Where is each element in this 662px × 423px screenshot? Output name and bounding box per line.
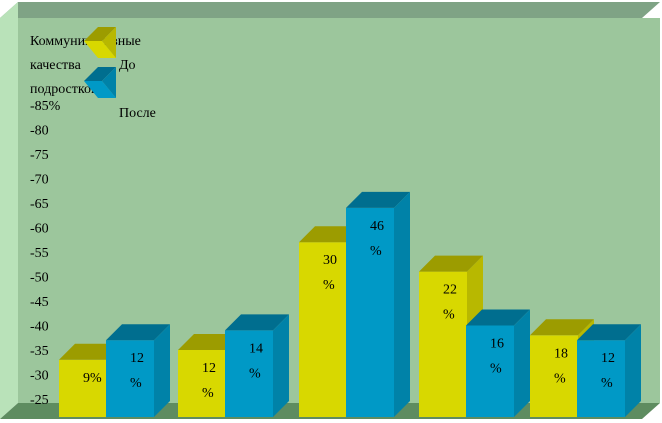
y-tick-label: -70 (30, 173, 49, 188)
bar-do-top (530, 319, 594, 336)
legend: КоммуникативныекачестваподростковДоПосле (30, 27, 156, 121)
bar-posle-top (466, 309, 530, 326)
bar-posle: 46% (346, 191, 410, 417)
bar-do-front (299, 242, 347, 417)
data-label: 9% (83, 371, 102, 386)
legend-label-posle: После (119, 106, 156, 121)
data-label: 16% (490, 337, 504, 377)
y-tick-label: -35 (30, 344, 49, 359)
bar-posle-side (273, 314, 289, 417)
bar-do-front (178, 350, 226, 417)
bar-posle-top (225, 314, 289, 331)
legend-title-line: качества (30, 58, 82, 73)
data-label: 12% (202, 361, 216, 401)
bar-posle-side (394, 191, 410, 417)
legend-label-do: До (119, 58, 136, 73)
data-label: 22% (443, 283, 457, 323)
bar-posle-front (577, 340, 625, 417)
legend-swatch-posle (84, 67, 116, 98)
bar-posle-top (346, 191, 410, 208)
y-tick-label: -30 (30, 369, 49, 384)
bar-posle-side (625, 324, 641, 417)
y-tick-label: -40 (30, 320, 49, 335)
y-tick-label: -55 (30, 246, 49, 261)
y-tick-label: -25 (30, 393, 49, 408)
data-label: 14% (249, 341, 263, 381)
bar-posle-front (346, 207, 394, 417)
legend-title-line: подростков (30, 82, 98, 97)
bar-do-top (419, 255, 483, 272)
bar-posle-front (466, 325, 514, 417)
y-tick-label: -80 (30, 124, 49, 139)
data-label: 18% (554, 346, 568, 386)
bar-posle: 12% (577, 324, 641, 417)
y-tick-label: -45 (30, 295, 49, 310)
bar-posle-side (514, 309, 530, 417)
bar-posle: 16% (466, 309, 530, 417)
bars: 9% 12 % 12 % 14 % 30 % 46 % 22 % 16 % 18 % 12% (59, 191, 641, 417)
data-label: 46% (370, 219, 384, 259)
bar-posle-top (106, 324, 170, 341)
y-tick-label: -50 (30, 271, 49, 286)
bar-do-front (530, 335, 578, 417)
bar-posle-top (577, 324, 641, 341)
bar-posle-front (106, 340, 154, 417)
bar-posle-front (225, 330, 273, 417)
bar-posle-side (154, 324, 170, 417)
bar-do-front (419, 271, 467, 417)
y-axis-ticks: -85% -80 -75 -70 -65 -60 -55 -50 -45 -40 -35 -30 -25 (30, 99, 61, 408)
data-label: 12% (130, 351, 144, 391)
data-label: 30% (323, 253, 337, 293)
y-tick-label: -60 (30, 222, 49, 237)
data-label: 12% (601, 351, 615, 391)
bar-posle: 12% (106, 324, 170, 417)
y-tick-label: -85% (30, 99, 61, 114)
chart-frame-top (0, 2, 660, 18)
legend-swatch-do (84, 27, 116, 58)
bar-posle: 14% (225, 314, 289, 417)
y-tick-label: -65 (30, 197, 49, 212)
bar-do-front (59, 359, 107, 417)
chart-frame-left (0, 2, 18, 419)
y-tick-label: -75 (30, 148, 49, 163)
